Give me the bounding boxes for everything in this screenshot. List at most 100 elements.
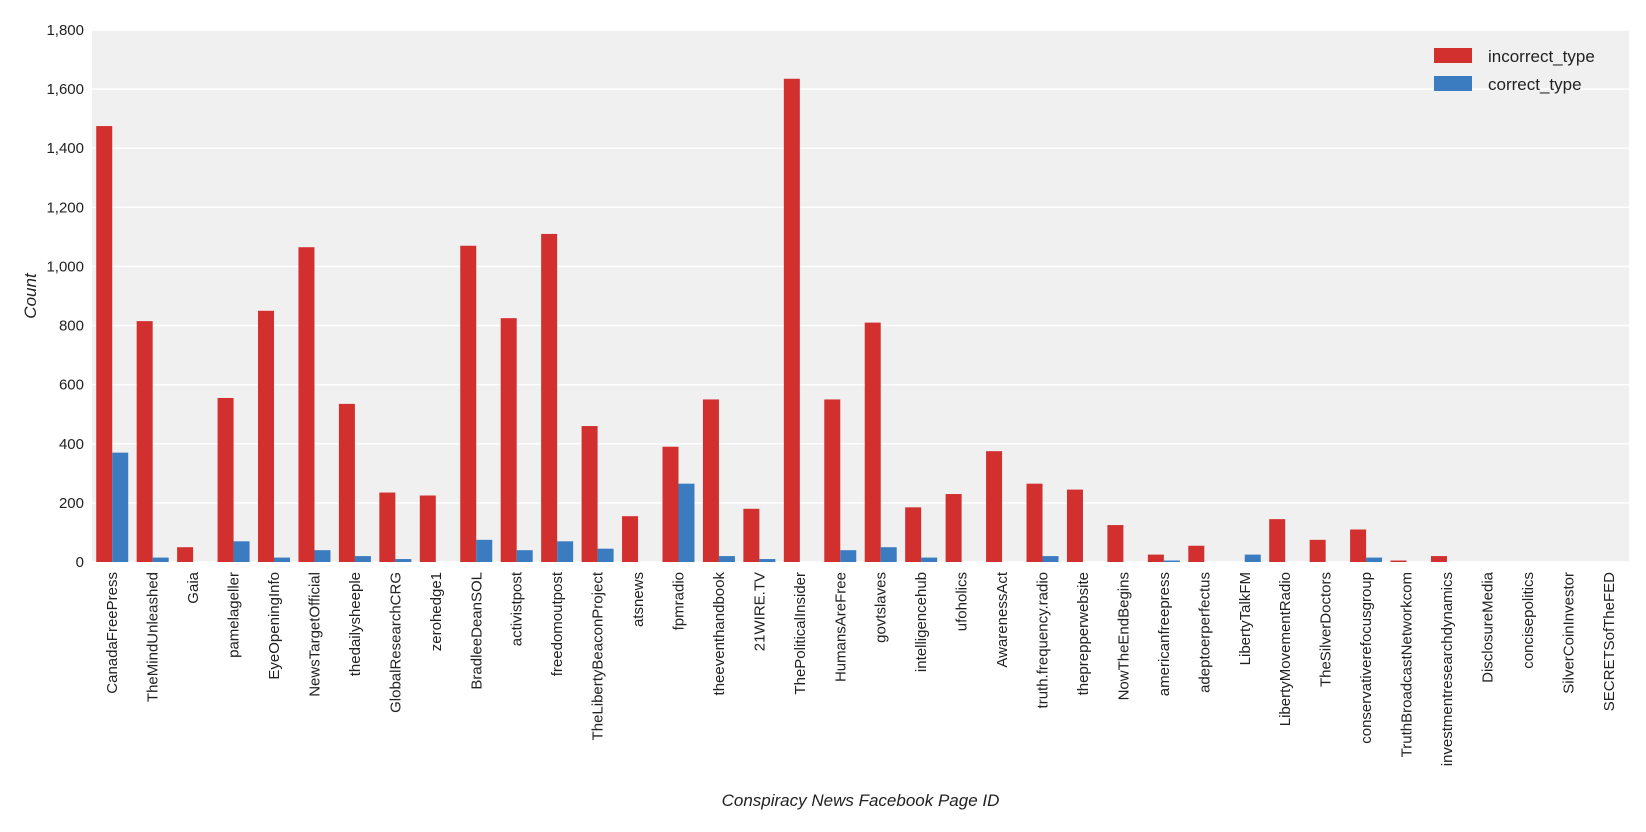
x-tick-label: HumansAreFree xyxy=(832,572,849,682)
x-tick-label: ufoholics xyxy=(954,572,971,631)
bar-incorrect_type-9 xyxy=(460,245,477,562)
x-tick-label: SilverCoinInvestor xyxy=(1560,572,1577,694)
bar-correct_type-19 xyxy=(880,547,897,562)
x-tick-label: theeventhandbook xyxy=(711,572,728,696)
x-tick-label: NowTheEndBegins xyxy=(1115,572,1132,700)
legend-swatch-correct_type xyxy=(1434,76,1472,91)
y-tick-label: 800 xyxy=(59,318,84,335)
bar-incorrect_type-29 xyxy=(1269,519,1286,562)
y-axis-ticks: 0 200 400 600 800 1,000 1,200 1,400 1,600 1,800 xyxy=(46,22,84,571)
x-tick-label: LibertyTalkFM xyxy=(1237,572,1254,665)
bar-correct_type-5 xyxy=(314,550,331,562)
bar-correct_type-31 xyxy=(1366,557,1383,562)
bar-incorrect_type-18 xyxy=(824,399,841,562)
bar-correct_type-10 xyxy=(516,550,533,562)
bar-incorrect_type-25 xyxy=(1107,525,1124,562)
bar-correct_type-14 xyxy=(678,483,695,562)
bar-incorrect_type-2 xyxy=(177,547,194,562)
bar-incorrect_type-24 xyxy=(1066,489,1083,562)
bar-incorrect_type-16 xyxy=(743,508,760,562)
x-tick-label: americanfreepress xyxy=(1156,572,1173,696)
bar-incorrect_type-5 xyxy=(298,247,315,562)
y-tick-label: 600 xyxy=(59,377,84,394)
x-tick-label: 21WIRE.TV xyxy=(751,572,768,651)
legend-label-incorrect_type: incorrect_type xyxy=(1488,47,1595,66)
x-tick-label: DisclosureMedia xyxy=(1479,571,1496,683)
x-tick-label: investmentresearchdynamics xyxy=(1439,572,1456,766)
bar-incorrect_type-17 xyxy=(783,78,800,563)
legend-label-correct_type: correct_type xyxy=(1488,75,1582,94)
plot-background xyxy=(92,30,1629,562)
bar-correct_type-15 xyxy=(718,556,735,562)
y-tick-label: 1,800 xyxy=(46,22,84,39)
y-tick-label: 1,000 xyxy=(46,258,84,275)
bar-incorrect_type-0 xyxy=(96,126,113,563)
x-tick-label: TheMindUnleashed xyxy=(145,572,162,702)
x-tick-label: truth.frequency.radio xyxy=(1035,572,1052,708)
bar-correct_type-0 xyxy=(112,452,129,562)
x-tick-label: conservativerefocusgroup xyxy=(1358,572,1375,744)
bar-incorrect_type-6 xyxy=(338,403,355,562)
bar-correct_type-6 xyxy=(354,556,371,562)
bar-correct_type-1 xyxy=(152,557,169,562)
y-tick-label: 1,600 xyxy=(46,81,84,98)
bar-correct_type-7 xyxy=(395,559,412,562)
bar-correct_type-4 xyxy=(274,557,291,562)
bar-correct_type-20 xyxy=(921,557,938,562)
bar-incorrect_type-21 xyxy=(945,494,962,562)
x-tick-label: LibertyMovementRadio xyxy=(1277,572,1294,726)
x-tick-label: pamelageller xyxy=(226,572,243,658)
y-tick-label: 0 xyxy=(76,554,84,571)
bar-incorrect_type-19 xyxy=(864,322,881,562)
x-tick-label: AwarenessAct xyxy=(994,571,1011,667)
bar-incorrect_type-8 xyxy=(419,495,436,562)
x-tick-label: NewsTargetOfficial xyxy=(306,572,323,697)
bar-correct_type-28 xyxy=(1244,554,1261,562)
x-tick-label: CanadaFreePress xyxy=(104,572,121,694)
x-tick-label: TheSilverDoctors xyxy=(1318,572,1335,687)
bar-incorrect_type-10 xyxy=(500,318,517,562)
bar-correct_type-9 xyxy=(476,539,493,562)
bar-incorrect_type-20 xyxy=(905,507,922,562)
bar-incorrect_type-31 xyxy=(1350,529,1367,562)
bar-correct_type-23 xyxy=(1042,556,1059,562)
bar-incorrect_type-11 xyxy=(541,233,558,562)
bar-incorrect_type-33 xyxy=(1430,556,1447,562)
y-tick-label: 200 xyxy=(59,495,84,512)
x-tick-label: activistpost xyxy=(509,571,526,646)
bar-incorrect_type-26 xyxy=(1147,554,1164,562)
x-tick-label: thedailysheeple xyxy=(347,572,364,676)
y-tick-label: 1,200 xyxy=(46,199,84,216)
x-tick-label: TruthBroadcastNetworkcom xyxy=(1399,572,1416,757)
bar-correct_type-11 xyxy=(557,541,574,562)
bar-incorrect_type-23 xyxy=(1026,483,1043,562)
x-tick-label: theprepperwebsite xyxy=(1075,572,1092,695)
x-tick-label: fpmradio xyxy=(670,572,687,630)
x-tick-label: govtslaves xyxy=(873,572,890,643)
bars xyxy=(96,78,1447,563)
x-tick-label: intelligencehub xyxy=(913,572,930,672)
bar-correct_type-12 xyxy=(597,548,614,562)
bar-incorrect_type-13 xyxy=(622,516,639,562)
x-axis-label: Conspiracy News Facebook Page ID xyxy=(722,791,1000,810)
x-tick-label: BradleeDeanSOL xyxy=(468,572,485,690)
x-tick-label: GlobalResearchCRG xyxy=(387,572,404,713)
x-tick-label: SECRETSofTheFED xyxy=(1601,572,1618,711)
legend-swatch-incorrect_type xyxy=(1434,48,1472,63)
bar-incorrect_type-7 xyxy=(379,492,396,562)
bar-correct_type-18 xyxy=(840,550,857,562)
bar-incorrect_type-14 xyxy=(662,446,679,562)
x-tick-label: ThePoliticalInsider xyxy=(792,572,809,695)
y-tick-label: 400 xyxy=(59,436,84,453)
x-tick-label: atsnews xyxy=(630,572,647,627)
y-tick-label: 1,400 xyxy=(46,140,84,157)
bar-correct_type-3 xyxy=(233,541,250,562)
x-tick-label: zerohedge1 xyxy=(428,572,445,651)
x-tick-label: concisepolitics xyxy=(1520,572,1537,669)
bar-incorrect_type-4 xyxy=(258,310,275,562)
bar-incorrect_type-12 xyxy=(581,426,598,562)
y-axis-label: Count xyxy=(21,272,40,319)
bar-correct_type-16 xyxy=(759,559,776,562)
x-tick-label: freedomoutpost xyxy=(549,571,566,676)
